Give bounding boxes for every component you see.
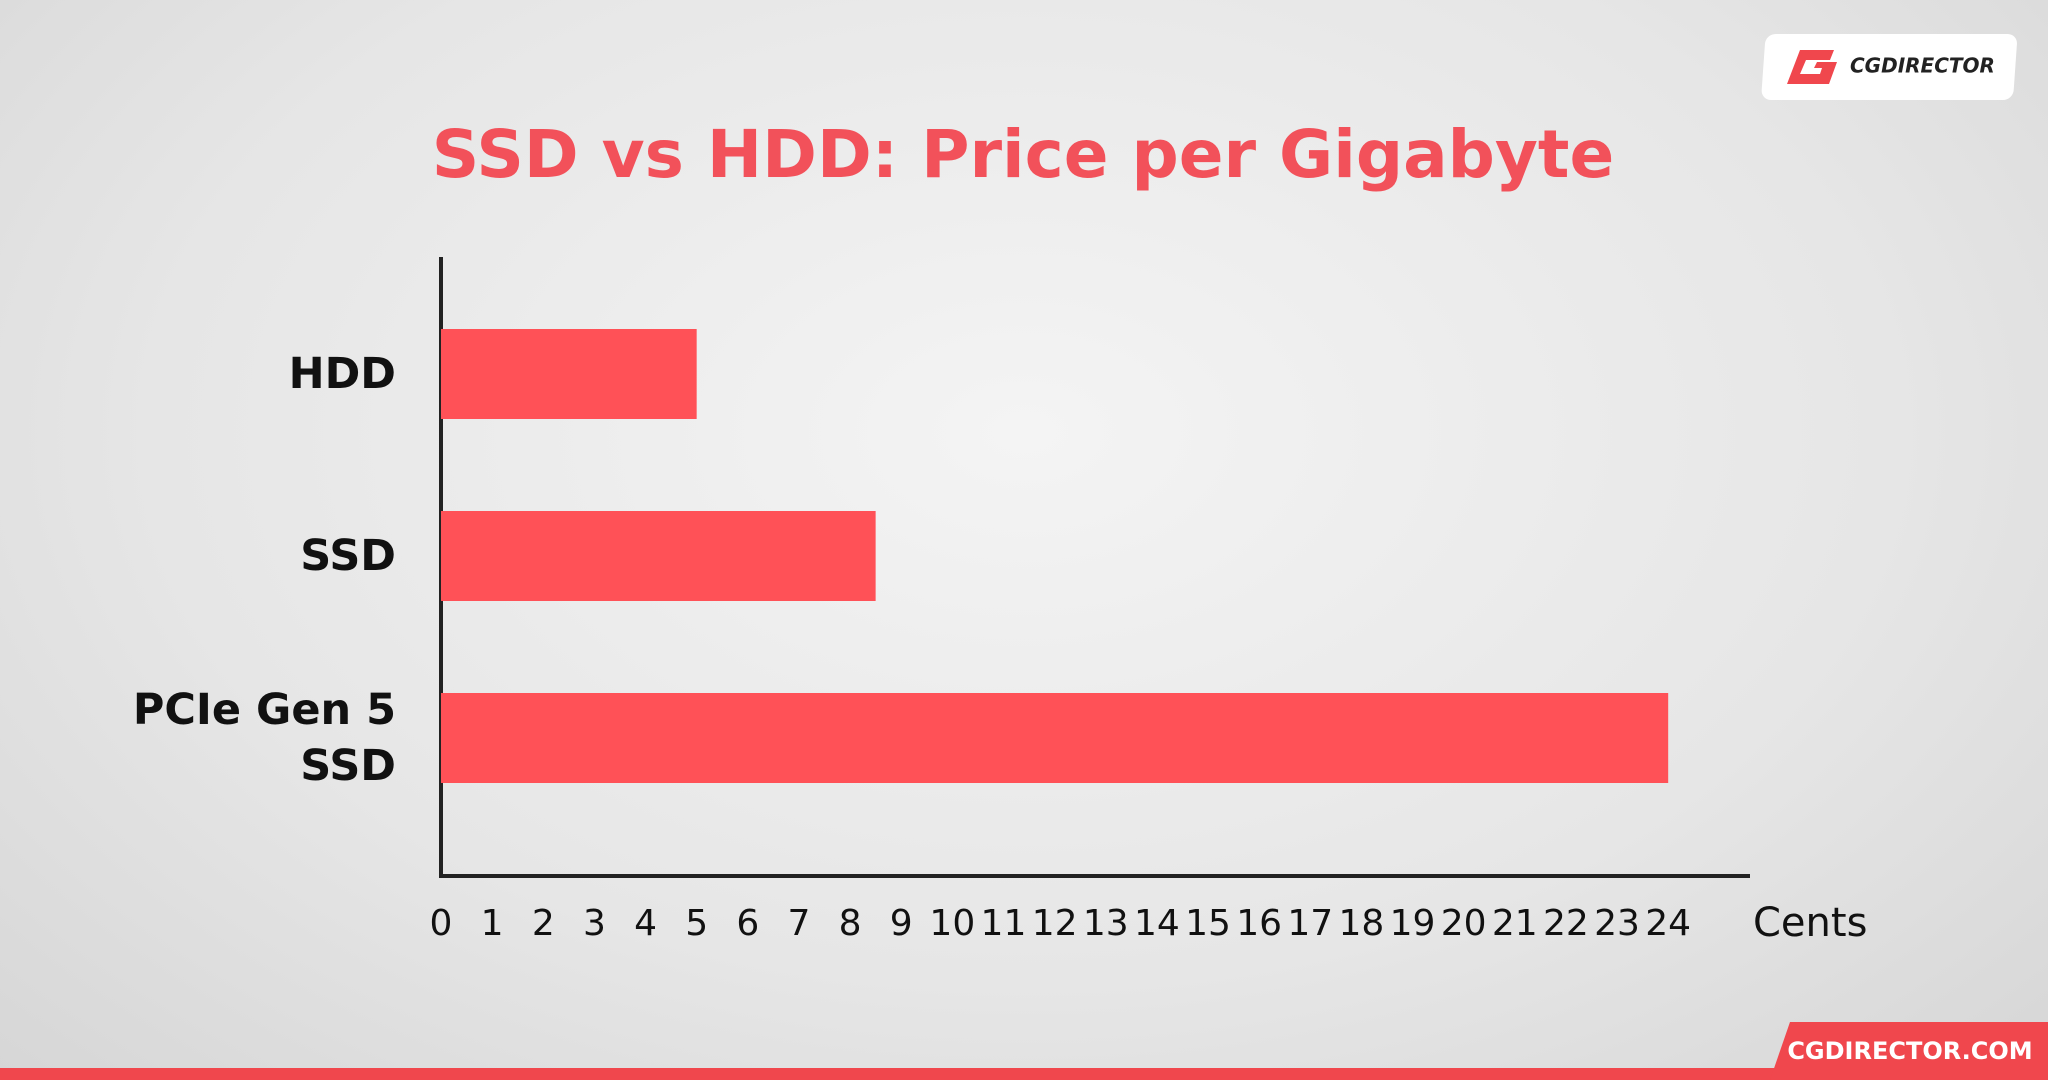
- x-tick-label: 6: [736, 903, 759, 944]
- x-tick-label: 15: [1185, 903, 1231, 944]
- x-tick-label: 17: [1287, 903, 1333, 944]
- x-tick-label: 22: [1543, 903, 1589, 944]
- x-tick-label: 0: [430, 903, 453, 944]
- x-tick-label: 9: [890, 903, 913, 944]
- x-tick-label: 21: [1492, 903, 1538, 944]
- x-tick-label: 20: [1441, 903, 1487, 944]
- logo-text: CGDIRECTOR: [1850, 54, 1995, 78]
- x-tick-label: 7: [787, 903, 810, 944]
- logo-icon: [1787, 50, 1837, 84]
- x-tick-label: 14: [1134, 903, 1180, 944]
- footer-tab: [1770, 1022, 2048, 1080]
- x-tick-label: 24: [1645, 903, 1691, 944]
- x-tick-label: 23: [1594, 903, 1640, 944]
- footer-strip: [0, 1068, 2048, 1080]
- x-tick-label: 3: [583, 903, 606, 944]
- x-tick-label: 5: [685, 903, 708, 944]
- x-tick-label: 19: [1390, 903, 1436, 944]
- x-tick-label: 8: [839, 903, 862, 944]
- category-label-box: PCIe Gen 5 SSD: [80, 668, 396, 808]
- x-tick-label: 4: [634, 903, 657, 944]
- category-label-box: HDD: [80, 304, 396, 444]
- bar: [441, 693, 1669, 783]
- y-tick-label: SSD: [300, 531, 396, 581]
- chart-title: SSD vs HDD: Price per Gigabyte: [432, 116, 1614, 193]
- x-tick-label: 1: [481, 903, 504, 944]
- x-tick-label: 12: [1032, 903, 1078, 944]
- x-tick-label: 2: [532, 903, 555, 944]
- bar: [441, 511, 876, 601]
- x-tick-label: 10: [929, 903, 975, 944]
- x-tick-label: 13: [1083, 903, 1129, 944]
- x-axis-label: Cents: [1753, 900, 1867, 946]
- x-tick-label: 11: [981, 903, 1027, 944]
- y-tick-label: HDD: [288, 349, 396, 399]
- y-tick-label: PCIe Gen 5 SSD: [132, 685, 396, 791]
- x-tick-label: 18: [1338, 903, 1384, 944]
- x-tick-label: 16: [1236, 903, 1282, 944]
- bar: [441, 329, 697, 419]
- category-label-box: SSD: [80, 486, 396, 626]
- footer-text: CGDIRECTOR.COM: [1787, 1037, 2032, 1065]
